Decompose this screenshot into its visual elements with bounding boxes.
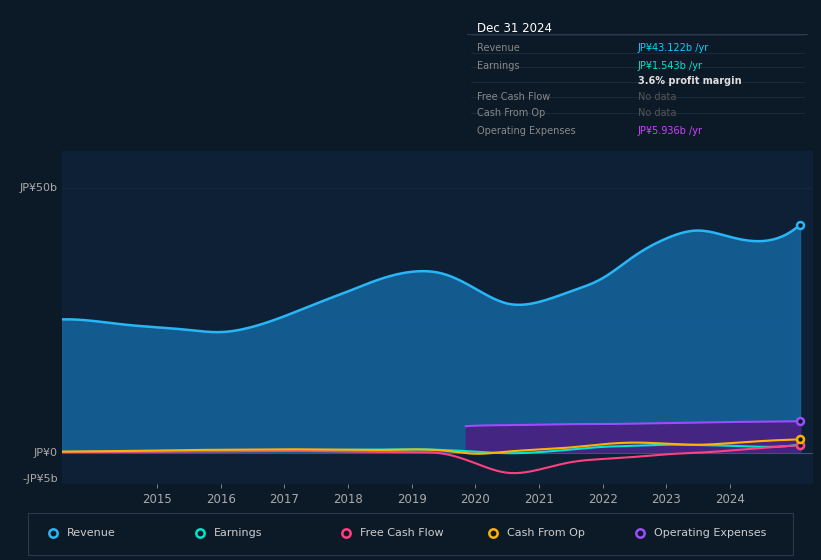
Text: Revenue: Revenue (477, 43, 521, 53)
Text: Operating Expenses: Operating Expenses (654, 529, 766, 538)
Text: JP¥5.936b /yr: JP¥5.936b /yr (638, 127, 703, 136)
Text: Operating Expenses: Operating Expenses (477, 127, 576, 136)
Text: No data: No data (638, 92, 676, 101)
Text: 3.6% profit margin: 3.6% profit margin (638, 76, 741, 86)
Text: Earnings: Earnings (477, 61, 520, 71)
Text: Dec 31 2024: Dec 31 2024 (477, 22, 553, 35)
Text: JP¥0: JP¥0 (34, 447, 57, 458)
Text: JP¥1.543b /yr: JP¥1.543b /yr (638, 61, 703, 71)
Text: JP¥43.122b /yr: JP¥43.122b /yr (638, 43, 709, 53)
Text: Cash From Op: Cash From Op (507, 529, 585, 538)
Text: Free Cash Flow: Free Cash Flow (360, 529, 444, 538)
Text: Free Cash Flow: Free Cash Flow (477, 92, 551, 101)
Text: JP¥50b: JP¥50b (20, 183, 57, 193)
Text: No data: No data (638, 108, 676, 118)
Text: Revenue: Revenue (67, 529, 116, 538)
Text: -JP¥5b: -JP¥5b (22, 474, 57, 484)
Text: Earnings: Earnings (213, 529, 262, 538)
Text: Cash From Op: Cash From Op (477, 108, 546, 118)
